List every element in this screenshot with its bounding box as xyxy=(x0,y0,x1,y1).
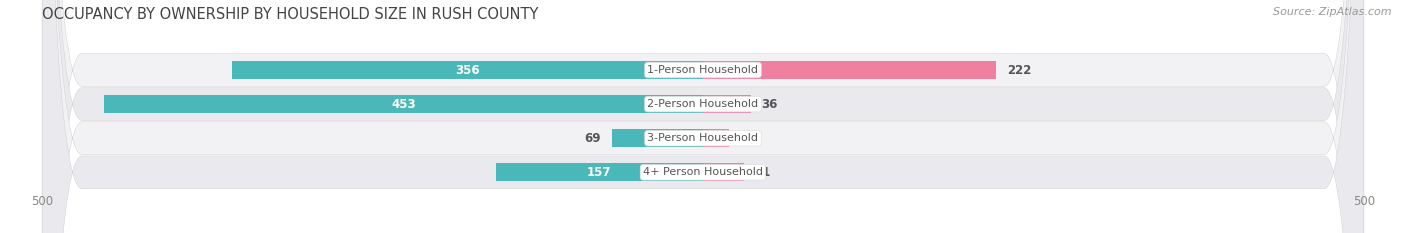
Bar xyxy=(495,163,703,181)
Bar xyxy=(104,95,703,113)
Bar xyxy=(703,129,730,147)
Text: 4+ Person Household: 4+ Person Household xyxy=(643,167,763,177)
FancyBboxPatch shape xyxy=(42,0,1364,233)
Text: 69: 69 xyxy=(585,132,602,145)
Text: 3-Person Household: 3-Person Household xyxy=(648,133,758,143)
Text: 453: 453 xyxy=(391,98,416,111)
Text: 356: 356 xyxy=(456,64,479,76)
FancyBboxPatch shape xyxy=(42,0,1364,233)
Text: 2-Person Household: 2-Person Household xyxy=(647,99,759,109)
Text: 36: 36 xyxy=(761,98,778,111)
Text: 31: 31 xyxy=(755,166,770,179)
Text: 222: 222 xyxy=(1007,64,1032,76)
FancyBboxPatch shape xyxy=(42,0,1364,233)
Bar xyxy=(703,163,744,181)
Bar xyxy=(703,95,751,113)
FancyBboxPatch shape xyxy=(42,0,1364,233)
Bar xyxy=(612,129,703,147)
Text: OCCUPANCY BY OWNERSHIP BY HOUSEHOLD SIZE IN RUSH COUNTY: OCCUPANCY BY OWNERSHIP BY HOUSEHOLD SIZE… xyxy=(42,7,538,22)
Bar xyxy=(232,61,703,79)
Text: 1-Person Household: 1-Person Household xyxy=(648,65,758,75)
Text: 157: 157 xyxy=(586,166,612,179)
Text: Source: ZipAtlas.com: Source: ZipAtlas.com xyxy=(1274,7,1392,17)
Bar xyxy=(703,61,997,79)
Text: 20: 20 xyxy=(740,132,756,145)
